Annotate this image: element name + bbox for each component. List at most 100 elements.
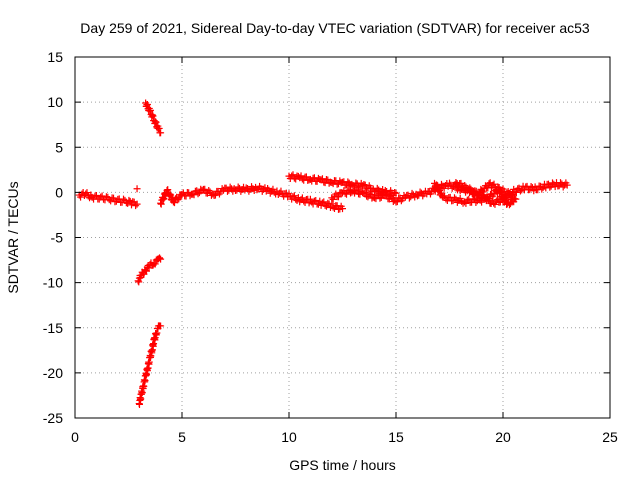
- data-point-upper-arc: [146, 107, 154, 115]
- y-tick-label: 15: [47, 49, 63, 65]
- data-points: [75, 99, 571, 408]
- data-point-late-band: [343, 190, 351, 198]
- x-axis-ticks: 0 5 10 15 20 25: [71, 57, 618, 445]
- y-tick-label: -20: [43, 365, 63, 381]
- x-tick-label: 10: [281, 429, 297, 445]
- data-point-scatter-17-21: [450, 194, 458, 202]
- data-point-main-band: [160, 195, 168, 203]
- data-point-scatter-17-21: [477, 185, 485, 193]
- data-point-scatter-17-21: [493, 186, 501, 194]
- data-point-early-band: [120, 195, 128, 203]
- x-tick-label: 25: [602, 429, 618, 445]
- data-point-scatter-17-21: [441, 192, 449, 200]
- data-point-late-band: [383, 191, 391, 199]
- data-point-late-band: [334, 193, 342, 201]
- data-point-late-band: [405, 194, 413, 202]
- data-point-early-band: [125, 196, 133, 204]
- y-axis-ticks: -25 -20 -15 -10 -5 0 5 10 15: [43, 49, 610, 426]
- data-point-main-band: [211, 191, 219, 199]
- data-point-main-band: [163, 186, 171, 194]
- data-point-early-band: [133, 200, 141, 208]
- data-point-main-band: [290, 192, 298, 200]
- data-point-scatter-17-21: [505, 201, 513, 209]
- data-point-late-band: [408, 189, 416, 197]
- data-point-main-band: [226, 183, 234, 191]
- data-point-secondary-band: [391, 188, 399, 196]
- data-point-scatter-17-21: [462, 199, 470, 207]
- data-point-secondary-band: [289, 171, 297, 179]
- x-tick-label: 0: [71, 429, 79, 445]
- data-point-main-band: [320, 198, 328, 206]
- data-point-scatter-17-21: [453, 180, 461, 188]
- data-point-secondary-band: [373, 184, 381, 192]
- data-point-scatter-17-21: [485, 180, 493, 188]
- data-point-main-band: [298, 194, 306, 202]
- data-point-main-band: [328, 200, 336, 208]
- data-point-scatter-17-21: [486, 179, 494, 187]
- data-point-main-band: [205, 186, 213, 194]
- data-point-upper-arc: [143, 100, 151, 108]
- data-point-secondary-band: [297, 172, 305, 180]
- y-tick-label: 10: [47, 94, 63, 110]
- data-point-scatter-17-21: [433, 181, 441, 189]
- data-point-early-band: [83, 189, 91, 197]
- data-point-main-band: [175, 195, 183, 203]
- grid-lines: [75, 57, 610, 418]
- data-point-secondary-band: [392, 189, 400, 197]
- y-tick-label: -5: [51, 230, 64, 246]
- data-point-upper-arc: [157, 129, 165, 137]
- data-point-main-band: [166, 190, 174, 198]
- data-point-main-band: [339, 205, 346, 213]
- x-tick-label: 15: [388, 429, 404, 445]
- data-point-main-band: [194, 190, 202, 198]
- data-point-isolated-point: [133, 185, 141, 193]
- data-point-main-band: [190, 191, 198, 199]
- data-point-upper-arc: [148, 111, 156, 119]
- data-point-scatter-17-21: [458, 183, 466, 191]
- data-point-upper-arc: [152, 118, 160, 126]
- data-point-late-band: [542, 184, 550, 192]
- data-point-late-band: [393, 198, 401, 206]
- data-point-main-band: [201, 185, 209, 193]
- data-point-late-band: [491, 200, 499, 208]
- data-point-scatter-17-21: [485, 195, 493, 203]
- data-point-upper-arc: [155, 124, 163, 132]
- data-point-late-band: [361, 189, 369, 197]
- data-point-secondary-band: [344, 178, 352, 186]
- y-tick-label: -15: [43, 320, 63, 336]
- data-point-scatter-17-21: [473, 192, 481, 200]
- y-tick-label: -25: [43, 410, 63, 426]
- data-point-scatter-17-21: [469, 195, 477, 203]
- data-point-late-band: [516, 187, 524, 195]
- data-point-scatter-17-21: [478, 198, 486, 206]
- data-point-late-band: [329, 195, 337, 203]
- data-point-scatter-17-21: [452, 178, 460, 186]
- data-point-scatter-17-21: [511, 195, 519, 203]
- data-point-lower-arc: [157, 322, 165, 330]
- data-point-main-band: [164, 186, 172, 194]
- data-point-middle-arc: [157, 255, 165, 263]
- data-point-main-band: [157, 199, 165, 207]
- x-tick-label: 5: [178, 429, 186, 445]
- data-point-secondary-band: [318, 175, 326, 183]
- data-point-scatter-17-21: [435, 185, 443, 193]
- data-point-late-band: [365, 190, 373, 198]
- data-point-secondary-band: [310, 174, 318, 182]
- data-point-late-band: [376, 194, 384, 202]
- data-point-late-band: [416, 188, 424, 196]
- data-point-main-band: [171, 199, 179, 207]
- chart-title: Day 259 of 2021, Sidereal Day-to-day VTE…: [80, 20, 590, 36]
- data-point-early-band: [132, 202, 140, 210]
- data-point-scatter-17-21: [459, 184, 467, 192]
- data-point-main-band: [269, 185, 277, 193]
- y-tick-label: 0: [55, 184, 63, 200]
- data-point-late-band: [563, 181, 571, 189]
- x-axis-label: GPS time / hours: [289, 457, 396, 473]
- y-axis-label: SDTVAR / TECUs: [5, 181, 21, 293]
- data-point-late-band: [353, 186, 361, 194]
- data-point-scatter-17-21: [496, 187, 504, 195]
- data-point-main-band: [312, 196, 320, 204]
- data-point-scatter-17-21: [463, 187, 471, 195]
